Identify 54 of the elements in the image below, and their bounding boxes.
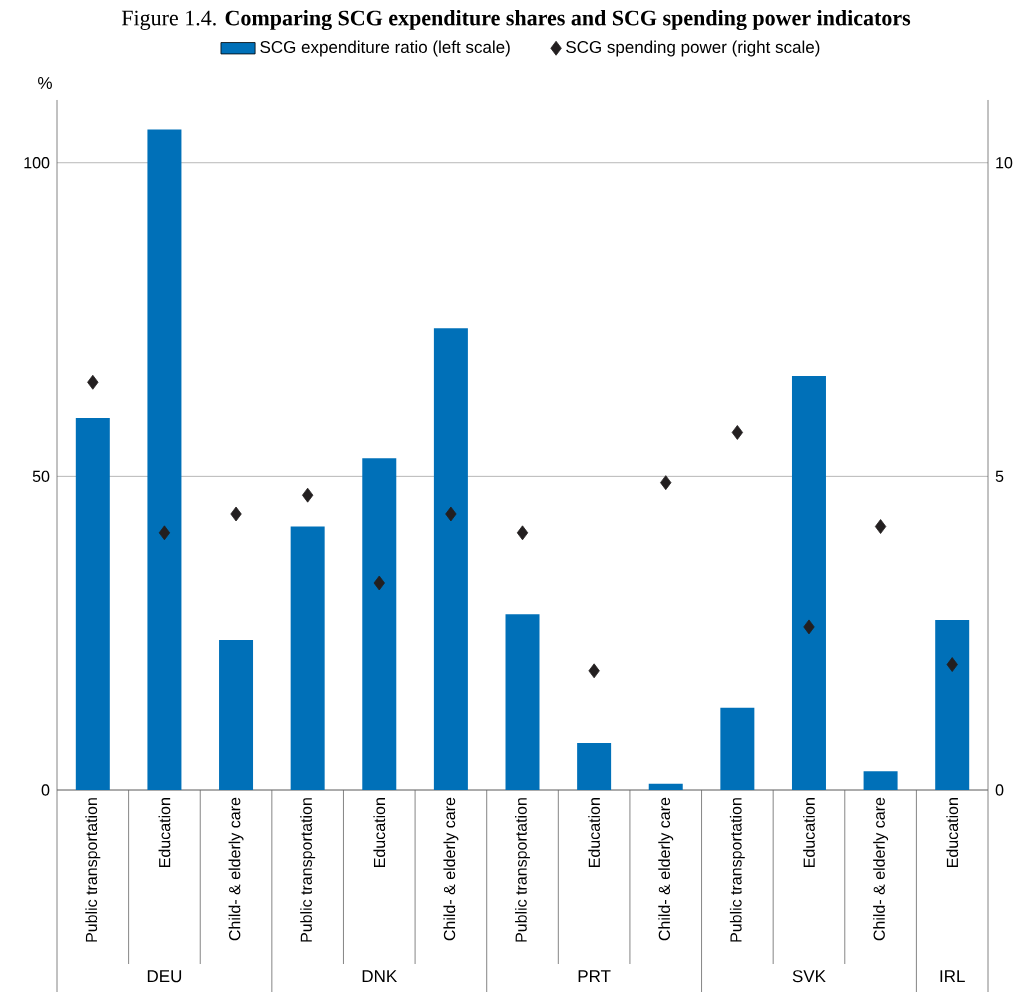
legend-label: SCG spending power (right scale) <box>566 40 820 57</box>
y-tick-label: 100 <box>24 157 50 169</box>
point <box>731 425 743 440</box>
x-tick-label: Public transportation <box>85 798 101 942</box>
x-tick-label: Child- & elderly care <box>228 797 244 941</box>
text: IRL <box>940 970 965 983</box>
x-tick-label: Education <box>803 798 815 867</box>
x-tick-label: Public transportation <box>729 798 745 942</box>
x-tick-label: Public transportation <box>515 798 530 942</box>
text: DNK <box>362 970 398 983</box>
x-tick-label: Child- & elderly care <box>658 797 674 941</box>
bar <box>433 328 468 791</box>
point <box>373 575 385 591</box>
y2-tick-label: 10 <box>996 157 1013 169</box>
x-tick-label: Education <box>588 798 600 867</box>
bar <box>147 129 182 791</box>
y-tick-label: 50 <box>32 470 50 483</box>
x-tick-label: Child- & elderly care <box>873 797 889 941</box>
legend-label: SCG expenditure ratio (left scale) <box>260 40 510 57</box>
bar <box>863 771 898 791</box>
point <box>588 663 600 679</box>
bar <box>935 620 970 791</box>
bar <box>505 614 540 791</box>
text: PRT <box>578 970 611 983</box>
point <box>946 657 958 672</box>
bar <box>75 418 110 791</box>
point <box>516 525 529 541</box>
bar <box>362 458 397 791</box>
bar <box>791 376 826 791</box>
bar <box>290 526 325 791</box>
y-axis-title: % <box>38 77 52 89</box>
chart-title: Figure 1.4. Comparing SCG expenditure shares and SCG spending power indicators <box>121 9 911 31</box>
point <box>660 475 672 491</box>
bar <box>648 783 683 791</box>
y-tick-label: 0 <box>41 784 50 796</box>
point <box>874 519 887 534</box>
y2-tick-label: 5 <box>995 470 1004 482</box>
y2-tick-label: 0 <box>995 784 1004 796</box>
point <box>87 374 99 390</box>
bar <box>219 640 254 791</box>
x-tick-label: Education <box>946 798 959 867</box>
text: SVK <box>792 970 826 983</box>
point <box>803 619 815 635</box>
x-tick-label: Child- & elderly care <box>443 797 459 941</box>
point <box>230 506 242 522</box>
bar <box>720 707 755 791</box>
point <box>445 506 457 522</box>
bar <box>577 742 612 791</box>
text: DEU <box>147 970 182 983</box>
x-tick-label: Education <box>158 798 171 867</box>
point <box>302 487 314 503</box>
x-tick-label: Public transportation <box>300 798 316 942</box>
point <box>158 525 171 541</box>
x-tick-label: Education <box>373 798 386 867</box>
